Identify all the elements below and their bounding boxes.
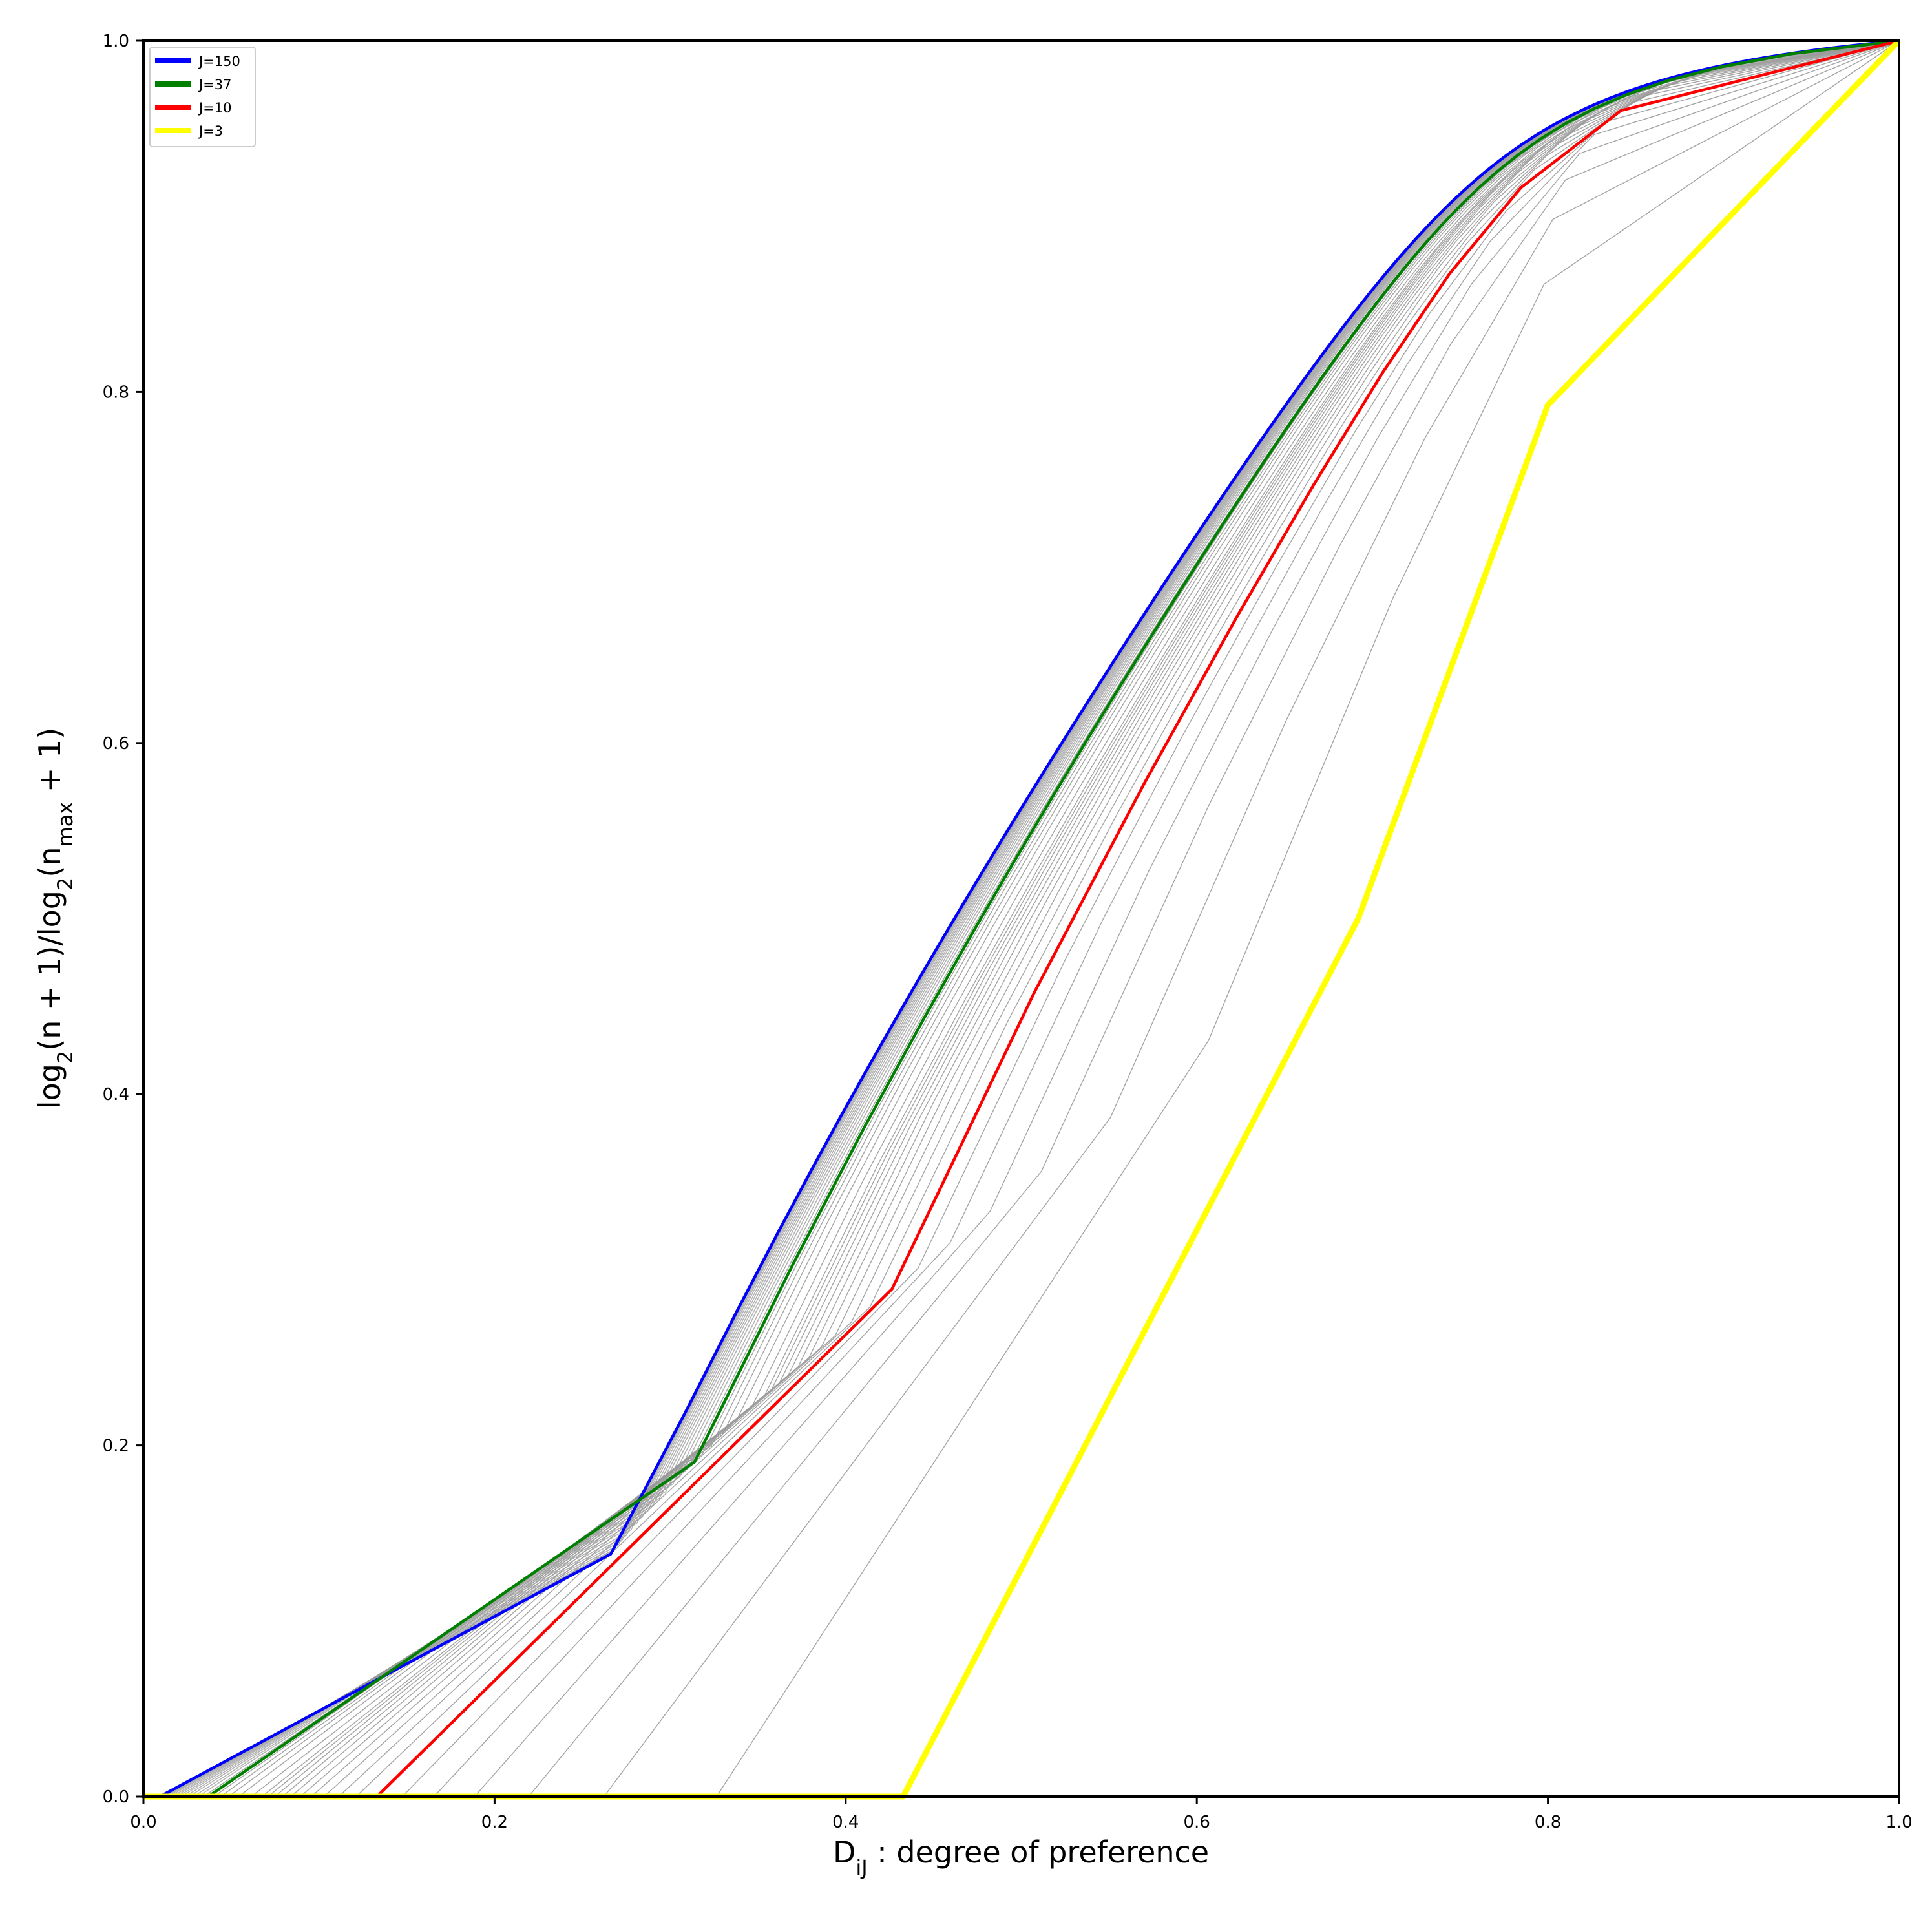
y-tick-label: 0.4 [103,1085,129,1104]
y-tick-label: 0.0 [103,1788,129,1807]
background-series-line [143,40,1900,1797]
background-series-line [143,40,1900,1797]
background-series-line [143,40,1900,1797]
y-axis-label: log2(n + 1)/log2(nmax + 1) [32,728,78,1109]
y-tick-label: 1.0 [103,32,129,51]
y-tick-label: 0.6 [103,734,129,754]
y-tick-label: 0.2 [103,1437,129,1456]
background-series-line [143,40,1900,1797]
series-line-J150 [143,39,1900,1799]
x-tick-label: 0.6 [1184,1813,1210,1832]
background-series-line [143,40,1900,1797]
axis-ticks: 0.0 0.2 0.4 0.6 0.8 1.0 0.0 0.2 0.4 0.6 0.8 1.0 [103,32,1913,1832]
background-series-line [143,40,1900,1797]
series-line-J37 [143,39,1900,1799]
background-series-line [143,40,1900,1797]
x-tick-label: 0.4 [832,1813,859,1832]
background-series-group [143,40,1900,1797]
background-series-line [143,40,1900,1797]
x-tick-label: 0.8 [1535,1813,1561,1832]
x-tick-label: 0.2 [481,1813,508,1832]
legend-box [149,47,256,147]
legend-label-J10: J=10 [198,100,232,116]
x-axis-label: DiJ : degree of preference [833,1835,1209,1880]
background-series-line [143,40,1900,1797]
background-series-line [143,40,1900,1797]
legend: J=150 J=37 J=10 J=3 [149,47,256,147]
legend-label-J3: J=3 [198,123,223,139]
legend-label-J37: J=37 [198,77,232,92]
background-series-line [143,40,1900,1797]
x-tick-label: 1.0 [1885,1813,1912,1832]
plot-frame [142,39,1900,1798]
y-tick-label: 0.8 [103,383,129,402]
x-tick-label: 0.0 [130,1813,156,1832]
background-series-line [143,40,1900,1797]
legend-label-J150: J=150 [198,54,240,69]
